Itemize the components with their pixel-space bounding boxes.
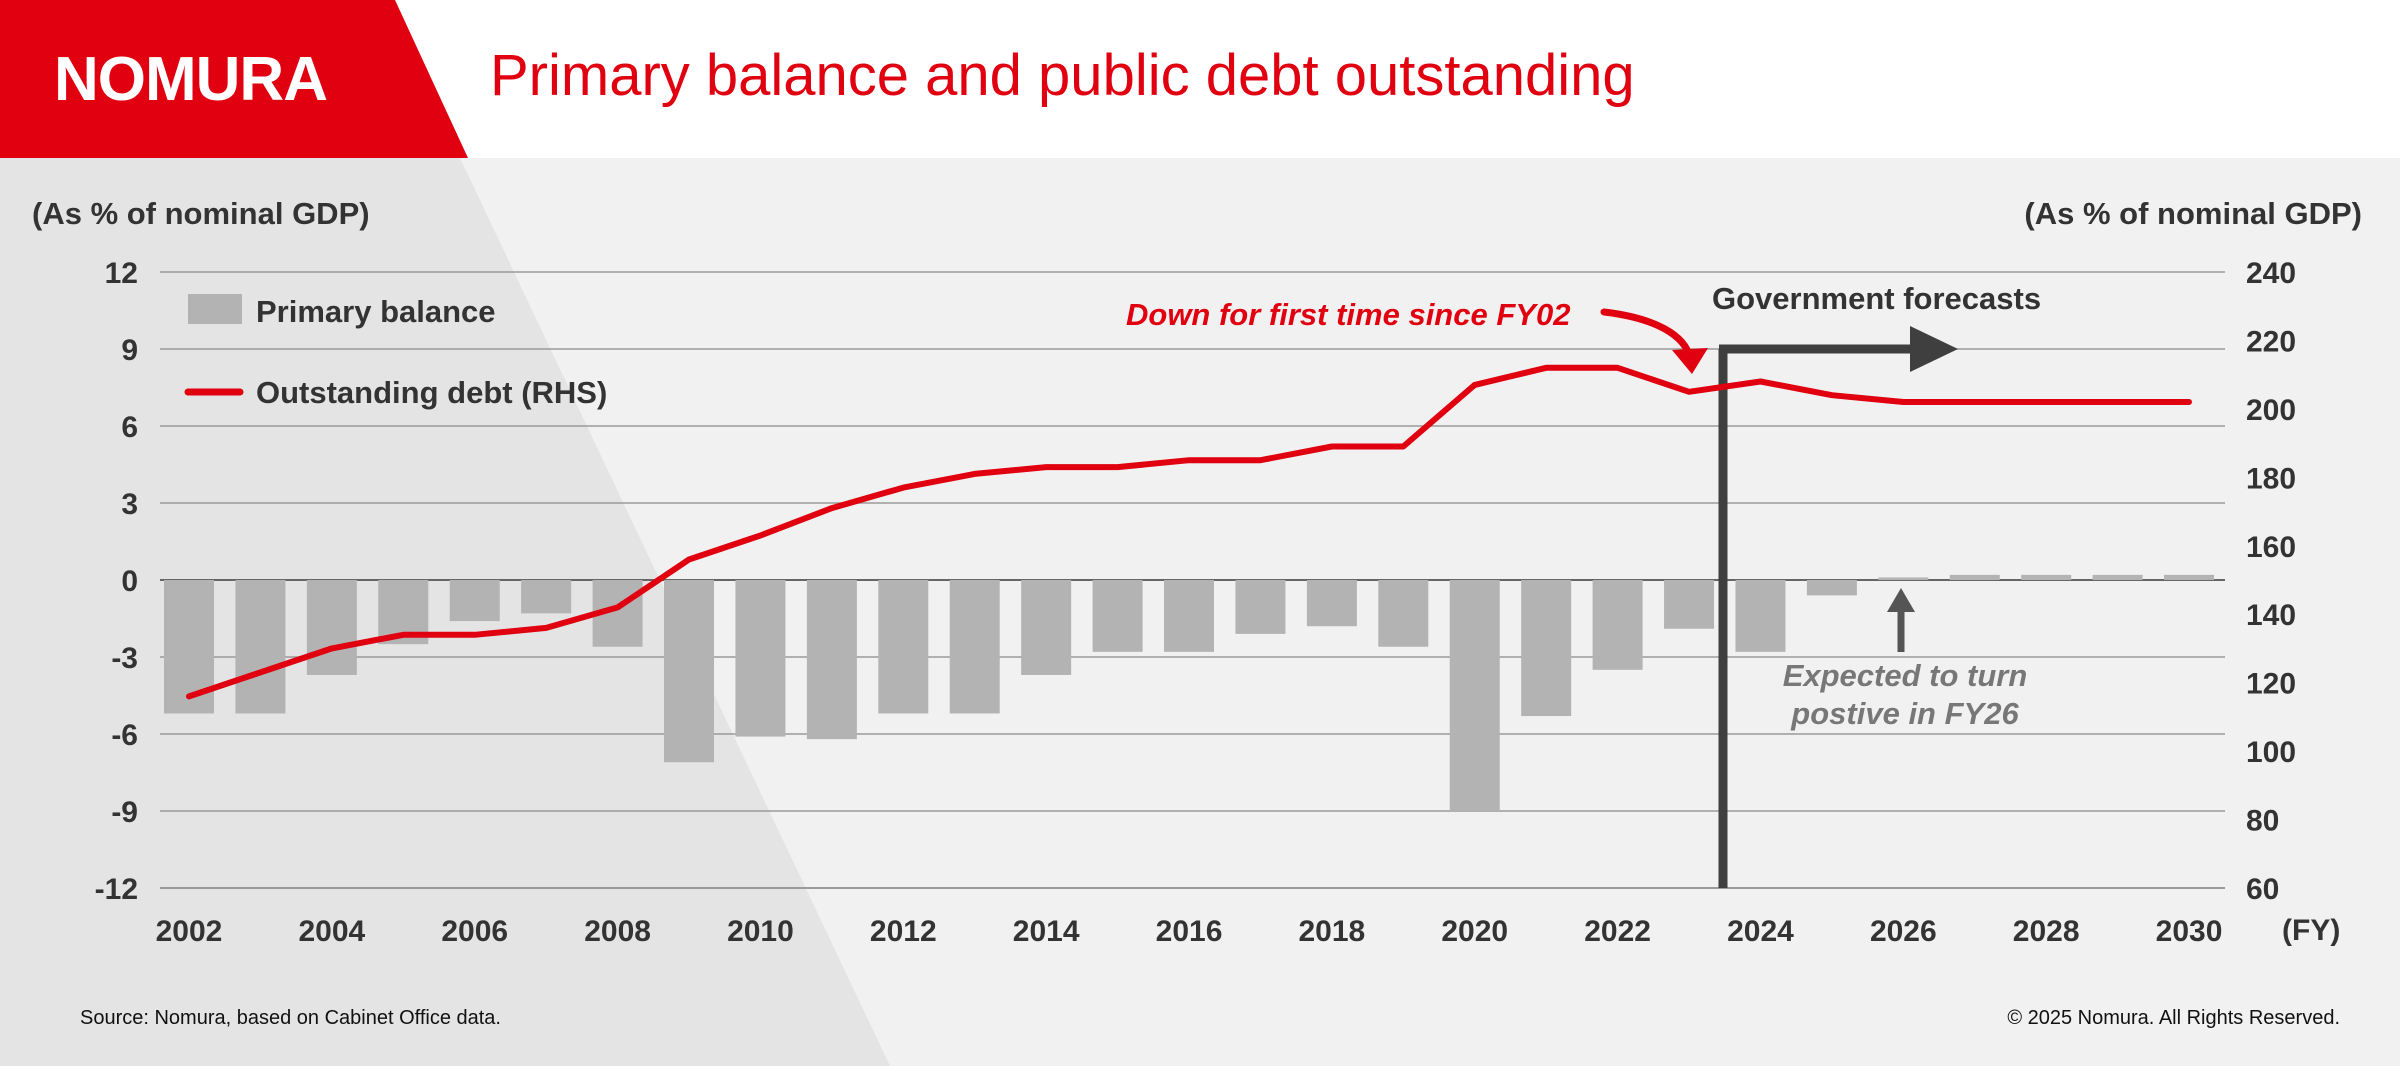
right-tick-label: 200	[2246, 394, 2296, 427]
nomura-logo: NOMURA	[54, 45, 328, 114]
legend-label-primary-balance: Primary balance	[256, 294, 496, 329]
x-tick-label: 2008	[584, 915, 651, 948]
x-tick-label: 2030	[2156, 915, 2223, 948]
left-tick-label: -3	[111, 642, 138, 675]
right-tick-label: 100	[2246, 736, 2296, 769]
primary-balance-bar	[1878, 577, 1929, 580]
left-tick-label: -6	[111, 719, 138, 752]
x-tick-label: 2004	[298, 915, 365, 948]
right-tick-label: 220	[2246, 325, 2296, 358]
primary-balance-bar	[2092, 574, 2143, 580]
primary-balance-bar	[1592, 580, 1643, 670]
x-tick-label: 2010	[727, 915, 794, 948]
copyright-note: © 2025 Nomura. All Rights Reserved.	[2007, 1007, 2340, 1029]
primary-balance-bar	[449, 580, 500, 622]
right-tick-label: 120	[2246, 668, 2296, 701]
primary-balance-bar	[1949, 574, 2000, 580]
annotation-expected-line2: postive in FY26	[1791, 696, 2019, 731]
right-tick-label: 80	[2246, 805, 2279, 838]
primary-balance-bar	[1092, 580, 1143, 652]
x-unit-label: (FY)	[2282, 914, 2341, 947]
right-tick-label: 160	[2246, 531, 2296, 564]
right-axis-label: (As % of nominal GDP)	[2024, 196, 2362, 231]
legend-label-outstanding-debt: Outstanding debt (RHS)	[256, 375, 608, 410]
source-note: Source: Nomura, based on Cabinet Office …	[80, 1007, 501, 1029]
annotation-expected-line1: Expected to turn	[1782, 658, 2028, 693]
annotation-expected-positive: Expected to turn postive in FY26	[1740, 657, 2070, 733]
primary-balance-bar	[664, 580, 715, 763]
primary-balance-bar	[306, 580, 357, 675]
decor-triangle	[0, 158, 890, 1066]
right-tick-label: 60	[2246, 873, 2279, 906]
left-tick-label: 3	[121, 488, 138, 521]
primary-balance-bar	[735, 580, 786, 737]
primary-balance-bar	[2021, 574, 2072, 580]
x-tick-label: 2002	[156, 915, 223, 948]
forecast-arrow-head	[1910, 326, 1958, 372]
annotation-red-arrowhead	[1672, 348, 1708, 374]
primary-balance-bar	[1021, 580, 1072, 675]
primary-balance-bar	[1521, 580, 1572, 717]
left-tick-label: 6	[121, 411, 138, 444]
primary-balance-bar	[2164, 574, 2215, 580]
primary-balance-bar	[235, 580, 286, 714]
primary-balance-bar	[1449, 580, 1500, 811]
left-tick-label: -9	[111, 796, 138, 829]
logo-background	[0, 0, 468, 158]
left-tick-label: -12	[95, 873, 138, 906]
annotation-down-first-time: Down for first time since FY02	[1126, 297, 1571, 332]
left-axis-label: (As % of nominal GDP)	[32, 196, 370, 231]
left-tick-label: 0	[121, 565, 138, 598]
government-forecasts-label: Government forecasts	[1712, 281, 2042, 316]
legend-swatch-primary-balance	[188, 294, 242, 324]
primary-balance-bar	[1306, 580, 1357, 627]
primary-balance-bar	[806, 580, 857, 740]
right-tick-label: 240	[2246, 257, 2296, 290]
x-tick-label: 2014	[1013, 915, 1080, 948]
primary-balance-bar	[1164, 580, 1215, 652]
x-tick-label: 2016	[1156, 915, 1223, 948]
primary-balance-bar	[949, 580, 1000, 714]
annotation-gray-arrowhead	[1887, 588, 1915, 612]
primary-balance-bar	[1378, 580, 1429, 647]
outstanding-debt-line	[186, 364, 2192, 700]
x-tick-label: 2020	[1441, 915, 1508, 948]
primary-balance-bar	[521, 580, 572, 614]
right-tick-label: 140	[2246, 599, 2296, 632]
primary-balance-bar	[878, 580, 929, 714]
page-title: Primary balance and public debt outstand…	[490, 43, 1635, 108]
x-tick-label: 2026	[1870, 915, 1937, 948]
primary-balance-bar	[1235, 580, 1286, 634]
primary-balance-bar	[1664, 580, 1715, 629]
primary-balance-bar	[1735, 580, 1786, 652]
x-tick-label: 2006	[441, 915, 508, 948]
x-tick-label: 2024	[1727, 915, 1794, 948]
x-tick-label: 2028	[2013, 915, 2080, 948]
left-tick-label: 12	[105, 257, 138, 290]
x-tick-label: 2022	[1584, 915, 1651, 948]
x-tick-label: 2012	[870, 915, 937, 948]
x-tick-label: 2018	[1299, 915, 1366, 948]
right-tick-label: 180	[2246, 462, 2296, 495]
left-tick-label: 9	[121, 334, 138, 367]
primary-balance-bar	[1806, 580, 1857, 596]
